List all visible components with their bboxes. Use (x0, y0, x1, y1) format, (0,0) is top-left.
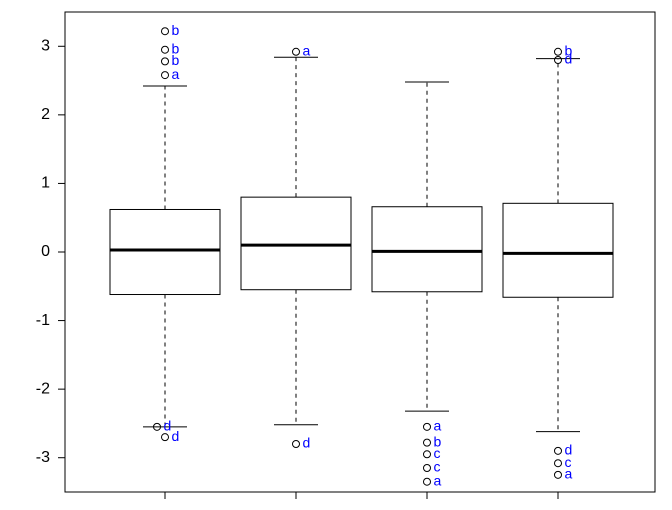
outlier-marker (293, 48, 300, 55)
outlier-marker (162, 72, 169, 79)
outlier-label: d (172, 428, 180, 444)
boxplot-group: abcca (372, 82, 482, 488)
outlier-label: a (565, 466, 573, 482)
outlier-label: d (565, 51, 573, 67)
outlier-marker (555, 447, 562, 454)
y-axis: -3 -2 -1 0 1 2 3 (36, 38, 65, 466)
y-tick-label: -3 (36, 449, 50, 466)
outlier-marker (162, 46, 169, 53)
outlier-marker (424, 423, 431, 430)
y-tick-label: 0 (41, 243, 50, 260)
outlier-marker (162, 28, 169, 35)
outlier-marker (555, 460, 562, 467)
y-tick-label: 3 (41, 38, 50, 55)
boxplot-chart: -3-2-10123bbbaddadabccabddca (0, 0, 672, 510)
box (241, 197, 351, 290)
outlier-marker (162, 58, 169, 65)
outlier-marker (555, 471, 562, 478)
box (372, 207, 482, 292)
box (110, 209, 220, 294)
outlier-label: a (434, 418, 442, 434)
outlier-label: d (164, 418, 172, 434)
boxplot-group: bddca (503, 42, 613, 481)
boxplot-group: bbbadd (110, 22, 220, 444)
outlier-marker (293, 441, 300, 448)
outlier-marker (424, 478, 431, 485)
outlier-marker (162, 434, 169, 441)
boxplot-group: ad (241, 42, 351, 450)
outlier-label: a (434, 472, 442, 488)
y-tick-label: 1 (41, 175, 50, 192)
outlier-marker (555, 48, 562, 55)
outlier-marker (555, 57, 562, 64)
outlier-label: b (172, 22, 180, 38)
outlier-marker (424, 451, 431, 458)
box (503, 203, 613, 297)
y-tick-label: 2 (41, 106, 50, 123)
outlier-label: a (172, 66, 180, 82)
outlier-label: a (303, 42, 311, 58)
outlier-label: d (303, 435, 311, 451)
y-tick-label: -2 (36, 380, 50, 397)
y-tick-label: -1 (36, 312, 50, 329)
outlier-marker (424, 439, 431, 446)
outlier-marker (424, 465, 431, 472)
